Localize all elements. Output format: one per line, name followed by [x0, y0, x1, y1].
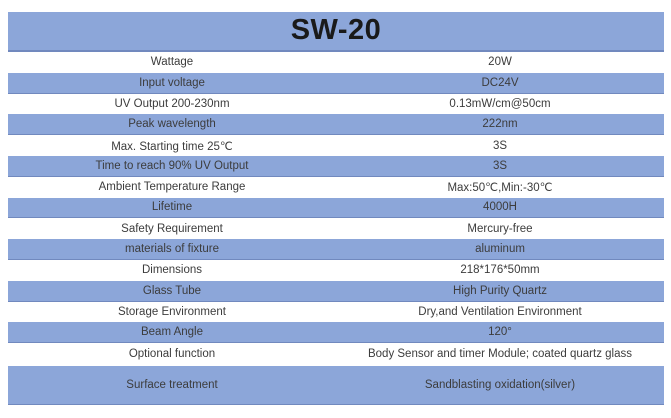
spec-value: Max:50℃,Min:-30℃: [447, 182, 553, 195]
table-row: Glass Tube High Purity Quartz: [8, 280, 664, 302]
table-row: Wattage 20W: [8, 52, 664, 73]
spec-value: 218*176*50mm: [460, 264, 540, 277]
spec-label: Beam Angle: [140, 326, 203, 339]
table-row: Input voltage DC24V: [8, 72, 664, 94]
spec-label: Safety Requirement: [121, 222, 223, 235]
table-row: Ambient Temperature Range Max:50℃,Min:-3…: [8, 176, 664, 198]
spec-label: Dimensions: [141, 264, 203, 277]
spec-value: 4000H: [483, 201, 517, 214]
spec-rows: Wattage 20W Input voltage DC24V UV Outpu…: [8, 52, 664, 364]
spec-value: 3S: [492, 159, 508, 172]
spec-label: Optional function: [128, 347, 216, 360]
spec-label: Peak wavelength: [128, 118, 216, 131]
spec-value: DC24V: [481, 76, 519, 89]
spec-value: 0.13mW/cm@50cm: [449, 97, 551, 110]
spec-value: 20W: [488, 56, 512, 69]
spec-label: Ambient Temperature Range: [98, 181, 246, 194]
table-row: Optional function Body Sensor and timer …: [8, 343, 664, 364]
table-row: Max. Starting time 25℃ 3S: [8, 135, 664, 156]
table-row: Storage Environment Dry,and Ventilation …: [8, 301, 664, 323]
table-row: Beam Angle 120°: [8, 322, 664, 344]
spec-value: Body Sensor and timer Module; coated qua…: [367, 347, 632, 360]
spec-value: Mercury-free: [467, 222, 533, 235]
spec-label: Surface treatment: [126, 378, 218, 391]
spec-value: Sandblasting oxidation(silver): [424, 378, 576, 391]
spec-label: materials of fixture: [125, 243, 219, 256]
spec-label: Max. Starting time 25℃: [111, 140, 233, 153]
table-row: Peak wavelength 222nm: [8, 114, 664, 136]
spec-table: SW-20 Wattage 20W Input voltage DC24V UV…: [8, 12, 664, 405]
spec-label: Storage Environment: [117, 305, 227, 318]
table-row: Dimensions 218*176*50mm: [8, 259, 664, 281]
spec-label: UV Output 200-230nm: [114, 97, 230, 110]
spec-label: Time to reach 90% UV Output: [95, 159, 249, 172]
spec-value: aluminum: [475, 243, 525, 256]
spec-value: 222nm: [482, 118, 518, 131]
spec-label: Wattage: [150, 56, 194, 69]
spec-value: 120°: [488, 326, 512, 339]
table-row: Lifetime 4000H: [8, 197, 664, 219]
table-row: Surface treatment Sandblasting oxidation…: [8, 365, 664, 405]
table-row: Time to reach 90% UV Output 3S: [8, 155, 664, 177]
table-row: Safety Requirement Mercury-free: [8, 218, 664, 240]
product-title: SW-20: [290, 13, 382, 46]
table-row: UV Output 200-230nm 0.13mW/cm@50cm: [8, 93, 664, 115]
spec-value: High Purity Quartz: [453, 284, 547, 297]
spec-value: 3S: [492, 139, 508, 152]
spec-label: Lifetime: [151, 201, 193, 214]
spec-label: Input voltage: [139, 76, 205, 89]
product-title-band: SW-20: [8, 12, 664, 52]
spec-label: Glass Tube: [142, 284, 202, 297]
table-row: materials of fixture aluminum: [8, 239, 664, 260]
spec-value: Dry,and Ventilation Environment: [418, 305, 582, 318]
